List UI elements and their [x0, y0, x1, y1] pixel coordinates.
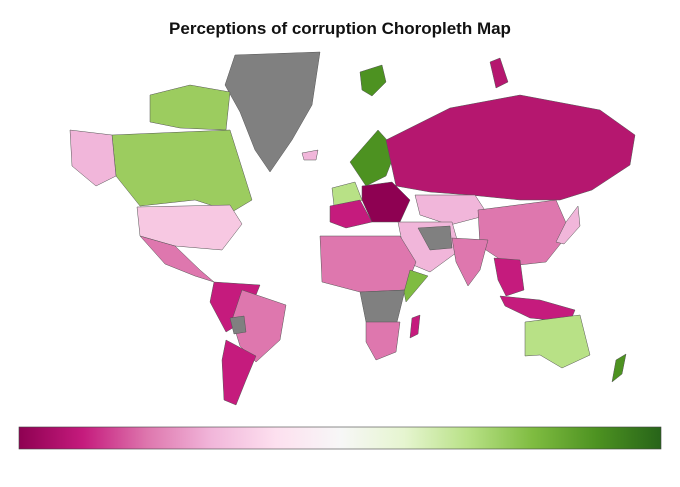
- colorbar: [18, 426, 662, 450]
- somalia: [403, 269, 429, 303]
- china: [477, 199, 571, 267]
- russia: [385, 94, 636, 201]
- argentina: [221, 339, 257, 406]
- chart-title: Perceptions of corruption Choropleth Map: [169, 19, 511, 38]
- canada: [111, 129, 253, 213]
- iceland: [301, 149, 319, 161]
- india: [451, 237, 489, 287]
- new-zealand: [611, 353, 627, 383]
- iran-afghanistan: [417, 225, 453, 251]
- central-africa: [359, 289, 406, 327]
- southern-africa: [365, 321, 401, 361]
- svalbard: [359, 64, 387, 97]
- japan: [555, 205, 581, 245]
- arctic-islands: [149, 84, 231, 131]
- alaska: [69, 129, 117, 187]
- southern-europe: [329, 199, 373, 229]
- australia: [524, 314, 591, 369]
- novaya-zemlya: [489, 57, 509, 89]
- madagascar: [409, 314, 421, 339]
- southeast-asia: [493, 257, 525, 297]
- map: [69, 51, 636, 406]
- kazakhstan: [414, 194, 489, 226]
- bolivia: [229, 315, 247, 335]
- eastern-europe: [361, 181, 411, 223]
- north-africa: [319, 235, 417, 293]
